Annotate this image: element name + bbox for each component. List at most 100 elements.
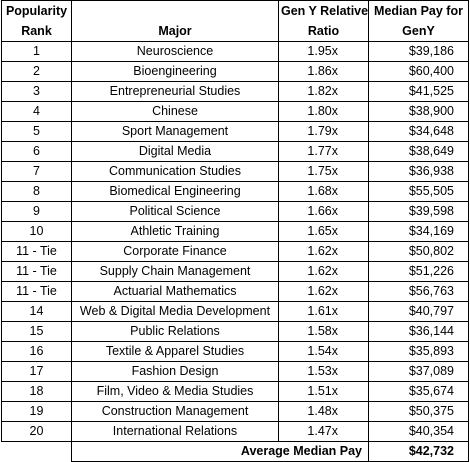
table-header: Popularity Gen Y Relative Median Pay for… <box>1 0 469 42</box>
ratio-cell: 1.47x <box>278 421 369 442</box>
pay-cell: $36,938 <box>368 161 469 182</box>
ratio-cell: 1.65x <box>278 221 369 242</box>
table-row: 5 Sport Management 1.79x $34,648 <box>1 121 469 142</box>
pay-cell: $34,169 <box>368 221 469 242</box>
table-row: 11 - Tie Supply Chain Management 1.62x $51,… <box>1 261 469 282</box>
table-row: 10 Athletic Training 1.65x $34,169 <box>1 221 469 242</box>
ratio-cell: 1.58x <box>278 321 369 342</box>
ratio-cell: 1.79x <box>278 121 369 142</box>
pay-cell: $34,648 <box>368 121 469 142</box>
rank-cell: 11 - Tie <box>1 261 72 282</box>
major-cell: Fashion Design <box>71 361 279 382</box>
rank-header: Popularity <box>1 0 72 21</box>
major-cell: Bioengineering <box>71 61 279 82</box>
rank-cell: 14 <box>1 301 72 322</box>
pay-cell: $41,525 <box>368 81 469 102</box>
pay-cell: $40,797 <box>368 301 469 322</box>
pay-cell: $36,144 <box>368 321 469 342</box>
rank-cell: 5 <box>1 121 72 142</box>
ratio-cell: 1.53x <box>278 361 369 382</box>
table-row: 17 Fashion Design 1.53x $37,089 <box>1 361 469 382</box>
ratio-cell: 1.86x <box>278 61 369 82</box>
ratio-cell: 1.51x <box>278 381 369 402</box>
pay-cell: $39,186 <box>368 41 469 62</box>
table-row: 8 Biomedical Engineering 1.68x $55,505 <box>1 181 469 202</box>
rank-cell: 11 - Tie <box>1 241 72 262</box>
table-row: 11 - Tie Corporate Finance 1.62x $50,802 <box>1 241 469 262</box>
ratio-cell: 1.62x <box>278 241 369 262</box>
major-cell: Political Science <box>71 201 279 222</box>
ratio-cell: 1.95x <box>278 41 369 62</box>
major-cell: Neuroscience <box>71 41 279 62</box>
table-row: 15 Public Relations 1.58x $36,144 <box>1 321 469 342</box>
ratio-cell: 1.48x <box>278 401 369 422</box>
major-cell: Biomedical Engineering <box>71 181 279 202</box>
rank-cell: 1 <box>1 41 72 62</box>
table-row: 20 International Relations 1.47x $40,354 <box>1 421 469 442</box>
rank-cell: 16 <box>1 341 72 362</box>
ratio-cell: 1.80x <box>278 101 369 122</box>
pay-header-line2: GenY <box>368 21 469 42</box>
table-row: 3 Entrepreneurial Studies 1.82x $41,525 <box>1 81 469 102</box>
table-body: 1 Neuroscience 1.95x $39,186 2 Bioengineering… <box>1 41 469 442</box>
table-footer: Average Median Pay $42,732 <box>2 441 469 462</box>
ratio-cell: 1.62x <box>278 261 369 282</box>
pay-cell: $51,226 <box>368 261 469 282</box>
major-header: Major <box>71 21 279 42</box>
major-cell: Supply Chain Management <box>71 261 279 282</box>
rank-cell: 11 - Tie <box>1 281 72 302</box>
rank-header-line2: Rank <box>1 21 72 42</box>
pay-cell: $60,400 <box>368 61 469 82</box>
rank-cell: 15 <box>1 321 72 342</box>
table-row: 16 Textile & Apparel Studies 1.54x $35,893 <box>1 341 469 362</box>
major-cell: Web & Digital Media Development <box>71 301 279 322</box>
pay-cell: $50,375 <box>368 401 469 422</box>
ratio-cell: 1.62x <box>278 281 369 302</box>
major-cell: Corporate Finance <box>71 241 279 262</box>
ratio-header: Gen Y Relative <box>278 0 369 21</box>
average-pay-value: $42,732 <box>368 441 469 462</box>
rank-cell: 9 <box>1 201 72 222</box>
table-row: 11 - Tie Actuarial Mathematics 1.62x $56,76… <box>1 281 469 302</box>
pay-cell: $55,505 <box>368 181 469 202</box>
table-row: 18 Film, Video & Media Studies 1.51x $35,67… <box>1 381 469 402</box>
major-cell: Film, Video & Media Studies <box>71 381 279 402</box>
ratio-cell: 1.75x <box>278 161 369 182</box>
major-header-spacer <box>71 0 279 21</box>
table-row: 4 Chinese 1.80x $38,900 <box>1 101 469 122</box>
major-cell: Textile & Apparel Studies <box>71 341 279 362</box>
rank-cell: 19 <box>1 401 72 422</box>
rank-cell: 8 <box>1 181 72 202</box>
rank-cell: 17 <box>1 361 72 382</box>
rank-cell: 4 <box>1 101 72 122</box>
table-row: 1 Neuroscience 1.95x $39,186 <box>1 41 469 62</box>
table-row: 6 Digital Media 1.77x $38,649 <box>1 141 469 162</box>
table-row: 14 Web & Digital Media Development 1.61x $4… <box>1 301 469 322</box>
major-cell: Communication Studies <box>71 161 279 182</box>
rank-cell: 2 <box>1 61 72 82</box>
footer-blank <box>2 442 72 462</box>
major-cell: Actuarial Mathematics <box>71 281 279 302</box>
ratio-cell: 1.61x <box>278 301 369 322</box>
rank-cell: 10 <box>1 221 72 242</box>
pay-header: Median Pay for <box>368 0 469 21</box>
ratio-header-line2: Ratio <box>278 21 369 42</box>
pay-cell: $38,649 <box>368 141 469 162</box>
ratio-cell: 1.68x <box>278 181 369 202</box>
ratio-cell: 1.82x <box>278 81 369 102</box>
rank-cell: 3 <box>1 81 72 102</box>
major-cell: Public Relations <box>71 321 279 342</box>
pay-cell: $37,089 <box>368 361 469 382</box>
major-cell: Sport Management <box>71 121 279 142</box>
major-cell: Chinese <box>71 101 279 122</box>
pay-cell: $35,674 <box>368 381 469 402</box>
pay-cell: $40,354 <box>368 421 469 442</box>
pay-cell: $56,763 <box>368 281 469 302</box>
average-pay-label: Average Median Pay <box>71 441 369 462</box>
table-row: 19 Construction Management 1.48x $50,375 <box>1 401 469 422</box>
major-cell: Digital Media <box>71 141 279 162</box>
pay-cell: $39,598 <box>368 201 469 222</box>
major-cell: International Relations <box>71 421 279 442</box>
ratio-cell: 1.77x <box>278 141 369 162</box>
